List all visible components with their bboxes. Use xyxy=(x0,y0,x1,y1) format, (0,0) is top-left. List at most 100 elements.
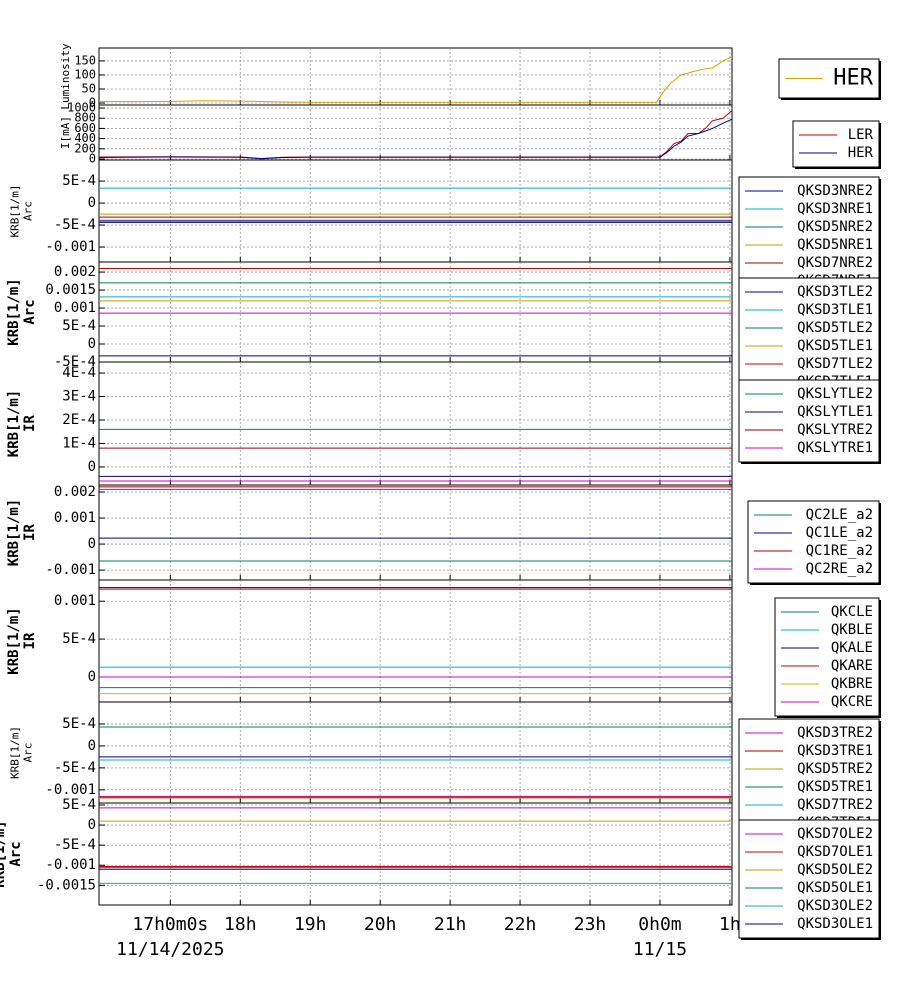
y-axis-label: KRB[1/m] xyxy=(6,390,22,457)
y-tick-label: 0 xyxy=(88,459,96,475)
y-tick-label: 0.002 xyxy=(54,264,96,280)
legend-label: QKSD3TLE2 xyxy=(797,284,873,300)
legend-label: QKSD7OLE2 xyxy=(797,826,873,842)
y-axis-label: KRB[1/m] xyxy=(6,278,22,345)
legend-label: QKSD7TRE2 xyxy=(797,797,873,813)
legend-label: QKSD5TRE2 xyxy=(797,761,873,777)
y-tick-label: 0 xyxy=(88,817,96,833)
legend-label: QKSD3TLE1 xyxy=(797,302,873,318)
legend-label: QKSD3NRE1 xyxy=(797,201,873,217)
y-axis-label: KRB[1/m] xyxy=(6,499,22,566)
y-tick-label: 50 xyxy=(82,81,96,95)
y-axis-label: IR xyxy=(22,524,38,541)
plot-frame xyxy=(98,579,733,703)
legend-box xyxy=(774,597,880,717)
y-tick-label: 400 xyxy=(74,131,96,145)
x-tick-label: 23h xyxy=(574,914,607,935)
y-axis-label: Arc xyxy=(22,743,35,763)
y-tick-label: 4E-4 xyxy=(62,365,96,381)
legend-label: QC2LE_a2 xyxy=(806,507,873,523)
legend-box xyxy=(738,176,880,296)
legend-label: QKBLE xyxy=(831,622,873,638)
legend-box xyxy=(738,819,880,939)
y-tick-label: 0 xyxy=(88,195,96,211)
x-date-label: 11/15 xyxy=(633,939,687,960)
x-date-label: 11/14/2025 xyxy=(116,939,224,960)
legend-label: QKSD3NRE2 xyxy=(797,183,873,199)
y-axis-label: Arc xyxy=(22,299,38,324)
legend-label: QKSD3OLE1 xyxy=(797,916,873,932)
plot-frame xyxy=(98,802,733,906)
plot-frame xyxy=(98,47,733,106)
legend-label: LER xyxy=(848,127,874,143)
y-tick-label: 0.001 xyxy=(54,510,96,526)
x-tick-label: 0h0m xyxy=(638,914,681,935)
legend-label: QKALE xyxy=(831,640,873,656)
y-tick-label: 1000 xyxy=(67,101,96,115)
y-tick-label: -5E-4 xyxy=(54,760,96,776)
legend-label: QKBRE xyxy=(831,676,873,692)
legend-label: QKSD5TLE1 xyxy=(797,338,873,354)
y-tick-label: 0 xyxy=(88,669,96,685)
y-axis-label: Arc xyxy=(22,201,35,221)
legend-label: QKSD5OLE2 xyxy=(797,862,873,878)
legend-label: QKSLYTRE1 xyxy=(797,440,873,456)
y-tick-label: -0.001 xyxy=(45,562,96,578)
y-tick-label: 600 xyxy=(74,121,96,135)
legend-label: QKCLE xyxy=(831,604,873,620)
y-axis-label: KRB[1/m] xyxy=(0,820,8,887)
y-tick-label: 0 xyxy=(88,536,96,552)
plot-frame xyxy=(98,484,733,581)
plot-frame xyxy=(98,361,733,486)
y-tick-label: 0.001 xyxy=(54,300,96,316)
y-axis-label: Luminosity xyxy=(59,43,72,110)
x-tick-label: 17h0m0s xyxy=(132,914,208,935)
y-tick-label: 800 xyxy=(74,111,96,125)
y-tick-label: 5E-4 xyxy=(62,318,96,334)
y-tick-label: -5E-4 xyxy=(54,837,96,853)
legend-label: QKCRE xyxy=(831,694,873,710)
series-line xyxy=(99,118,732,160)
y-tick-label: 0.001 xyxy=(54,593,96,609)
legend-label: QC2RE_a2 xyxy=(806,561,873,577)
y-tick-label: 5E-4 xyxy=(62,716,96,732)
legend-label: HER xyxy=(833,66,873,91)
y-tick-label: 1E-4 xyxy=(62,435,96,451)
plot-frame xyxy=(98,701,733,804)
plot-frame xyxy=(98,159,733,263)
y-tick-label: 3E-4 xyxy=(62,389,96,405)
legend-box xyxy=(792,120,880,168)
y-tick-label: 100 xyxy=(74,67,96,81)
legend-label: QC1LE_a2 xyxy=(806,525,873,541)
x-tick-label: 22h xyxy=(504,914,537,935)
legend-label: QKSD7TLE2 xyxy=(797,356,873,372)
y-axis-label: KRB[1/m] xyxy=(9,726,22,779)
series-line xyxy=(99,56,732,103)
y-axis-label: KRB[1/m] xyxy=(9,185,22,238)
y-tick-label: 0 xyxy=(89,96,96,110)
legend-label: HER xyxy=(848,145,874,161)
y-tick-label: 200 xyxy=(74,141,96,155)
y-tick-label: 5E-4 xyxy=(62,631,96,647)
x-tick-label: 1h xyxy=(719,914,741,935)
y-tick-label: 5E-4 xyxy=(62,173,96,189)
legend-label: QKSD3OLE2 xyxy=(797,898,873,914)
x-tick-label: 18h xyxy=(224,914,257,935)
x-tick-label: 19h xyxy=(294,914,327,935)
legend-label: QKSD5NRE2 xyxy=(797,219,873,235)
x-tick-label: 20h xyxy=(364,914,397,935)
y-axis-label: IR xyxy=(22,632,38,649)
y-tick-label: 0 xyxy=(88,336,96,352)
y-axis-label: KRB[1/m] xyxy=(6,607,22,674)
y-tick-label: -0.0015 xyxy=(37,877,96,893)
legend-label: QKSD5NRE1 xyxy=(797,237,873,253)
legend-label: QKSLYTLE2 xyxy=(797,386,873,402)
y-tick-label: 5E-4 xyxy=(62,797,96,813)
y-tick-label: 0.0015 xyxy=(45,282,96,298)
legend-label: QKSD3TRE1 xyxy=(797,743,873,759)
y-axis-label: IR xyxy=(22,415,38,432)
y-axis-label: I[mA] xyxy=(59,116,72,149)
legend-label: QKARE xyxy=(831,658,873,674)
legend-label: QKSLYTRE2 xyxy=(797,422,873,438)
